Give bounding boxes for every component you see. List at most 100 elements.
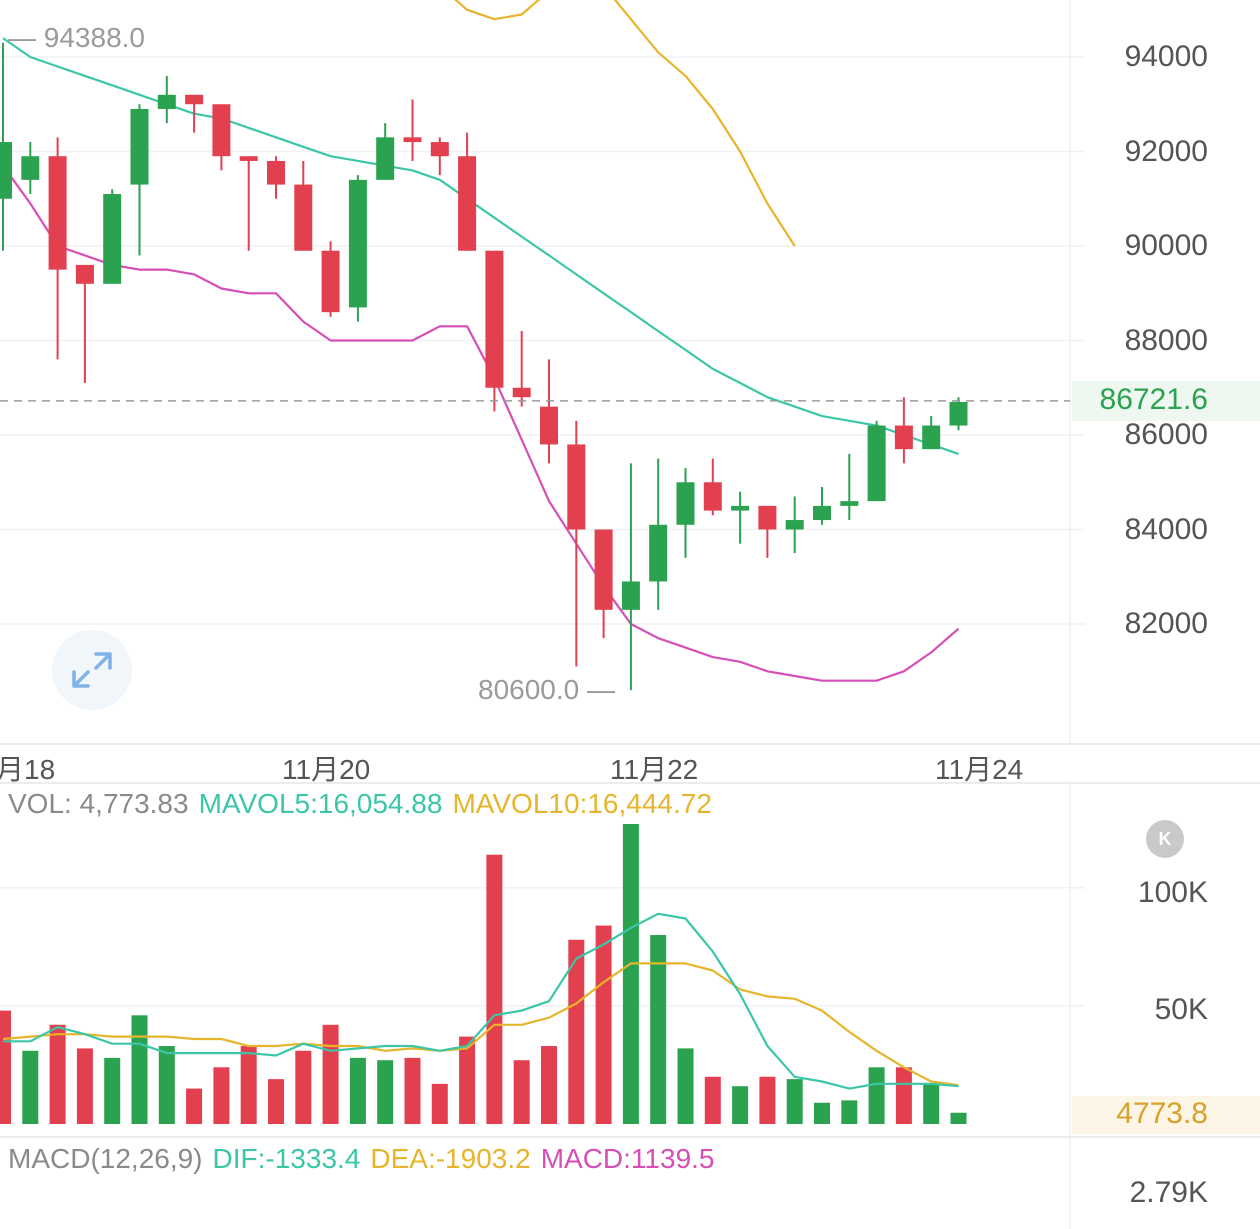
candle-body <box>485 250 504 388</box>
high-price-value: 94388.0 <box>43 22 145 53</box>
candle <box>321 241 340 317</box>
expand-chart-button[interactable] <box>52 630 132 710</box>
volume-bar <box>404 1057 421 1124</box>
candle <box>103 189 122 284</box>
y-tick-84000: 84000 <box>1124 513 1208 546</box>
y-tick-88000: 88000 <box>1124 324 1208 357</box>
y-tick-86000: 86000 <box>1124 418 1208 451</box>
x-tick-2: 11月22 <box>610 754 699 785</box>
last-price-label: 86721.6 <box>1099 383 1208 416</box>
volume-bar <box>186 1088 203 1124</box>
last-price-marker <box>1072 381 1260 421</box>
volume-bars <box>0 824 967 1124</box>
high-price-annotation: — 94388.0 <box>8 22 145 54</box>
x-tick-1: 11月20 <box>282 754 371 785</box>
candle-body <box>567 444 586 530</box>
candle-body <box>785 520 804 530</box>
macd-params: MACD(12,26,9) <box>8 1143 203 1174</box>
volume-bar <box>677 1048 694 1124</box>
ma-orange-line <box>454 0 796 247</box>
candle-body <box>512 387 531 398</box>
volume-bar <box>104 1057 121 1124</box>
volume-bar <box>568 939 585 1124</box>
volume-bar <box>486 854 503 1124</box>
candle-body <box>267 160 285 185</box>
volume-bar <box>814 1102 830 1124</box>
candle <box>239 156 258 251</box>
volume-bar <box>22 1050 39 1124</box>
candle <box>48 137 67 360</box>
macd-axis-label: 2.79K <box>1129 1176 1208 1209</box>
low-annotation-dash: — <box>587 674 615 705</box>
volume-last-marker <box>1072 1096 1260 1134</box>
volume-bar <box>868 1067 885 1124</box>
macd-value: MACD:1139.5 <box>540 1143 715 1174</box>
candle-body <box>840 501 859 506</box>
candle-body <box>758 505 777 530</box>
candle <box>540 359 558 464</box>
candle <box>157 75 176 124</box>
candle-body <box>649 524 668 582</box>
k-badge-icon[interactable]: K <box>1146 820 1184 858</box>
volume-bar <box>895 1067 912 1124</box>
candle <box>485 250 504 412</box>
candle <box>922 416 941 450</box>
candle-body <box>676 482 695 525</box>
volume-bar <box>349 1057 366 1124</box>
candle-body <box>212 104 231 157</box>
volume-bar <box>240 1046 257 1124</box>
candle <box>0 42 12 251</box>
candle <box>21 142 40 195</box>
candle-body <box>130 108 149 185</box>
candle-body <box>594 529 613 610</box>
candle <box>403 99 422 161</box>
volume-bar <box>49 1024 66 1124</box>
candle <box>785 496 804 554</box>
mavol5-line <box>3 912 959 1090</box>
vol-tick-50k: 50K <box>1154 993 1208 1026</box>
low-price-annotation: 80600.0 — <box>478 674 615 706</box>
candle <box>676 468 695 558</box>
candle-body <box>894 425 913 450</box>
candle-body <box>949 401 968 426</box>
candle <box>75 264 94 384</box>
volume-legend: VOL: 4,773.83 MAVOL5:16,054.88 MAVOL10:16,… <box>8 788 722 820</box>
candle-body <box>348 179 367 308</box>
candle <box>703 458 722 516</box>
low-price-value: 80600.0 <box>478 674 580 705</box>
candle <box>348 175 367 322</box>
candle <box>430 137 449 176</box>
y-tick-82000: 82000 <box>1124 607 1208 640</box>
y-tick-94000: 94000 <box>1124 40 1208 73</box>
volume-bar <box>377 1060 394 1124</box>
candle-body <box>813 505 831 521</box>
volume-bar <box>923 1083 940 1124</box>
mavol5-legend-value: MAVOL5:16,054.88 <box>198 788 443 819</box>
volume-bar <box>704 1076 721 1124</box>
volume-bar <box>513 1060 530 1124</box>
volume-bar <box>322 1024 339 1124</box>
volume-bar <box>950 1112 967 1124</box>
candle-body <box>922 425 941 450</box>
candle-body <box>376 137 395 180</box>
candle <box>731 491 750 544</box>
candle-body <box>0 142 12 199</box>
volume-bar <box>431 1083 448 1124</box>
volume-bar <box>459 1036 476 1124</box>
x-tick-3: 11月24 <box>935 754 1024 785</box>
candle <box>949 397 968 431</box>
candle <box>458 132 477 251</box>
volume-bar <box>732 1086 749 1124</box>
candle <box>267 156 285 199</box>
y-tick-90000: 90000 <box>1124 229 1208 262</box>
candle-body <box>731 505 750 511</box>
candle-body <box>867 425 886 502</box>
candle-body <box>621 581 640 610</box>
vol-legend-value: VOL: 4,773.83 <box>8 788 189 819</box>
candlesticks <box>0 42 968 691</box>
candle <box>567 420 586 667</box>
candle <box>294 160 313 251</box>
volume-bar <box>786 1079 803 1124</box>
